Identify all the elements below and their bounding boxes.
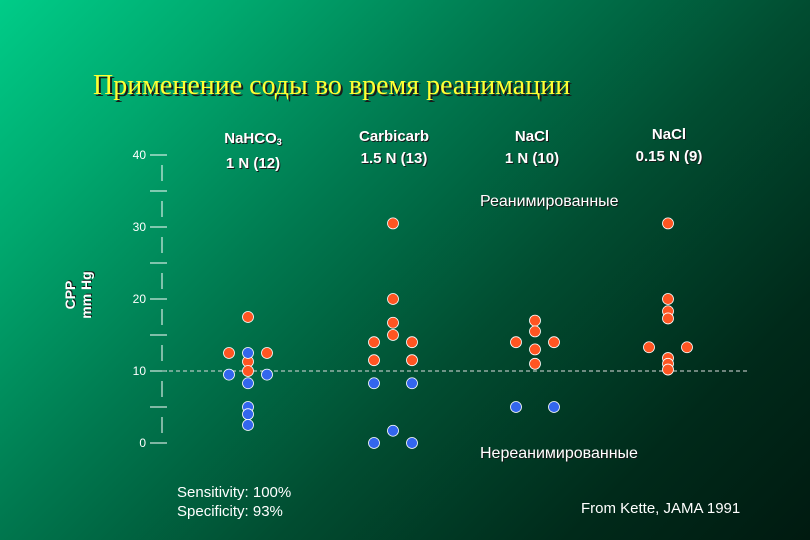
resuscitated-point	[529, 343, 541, 356]
not-resuscitated-point	[406, 437, 418, 449]
resuscitated-point	[406, 354, 418, 367]
not-resuscitated-point	[242, 377, 254, 390]
y-tick-label: 10	[133, 364, 147, 378]
resuscitated-point	[406, 336, 418, 349]
resuscitated-point	[223, 347, 235, 359]
not-resuscitated-point	[548, 401, 560, 413]
not-resuscitated-point	[242, 408, 254, 421]
group-dose: 0.15 N (9)	[635, 148, 703, 165]
source-citation: From Kette, JAMA 1991	[581, 500, 741, 517]
group-name: Carbicarb	[358, 128, 430, 145]
group-name: NaCl	[514, 128, 550, 145]
group-name: NaCl	[651, 126, 687, 143]
group-label-nahco3: NaHCO3 1 N (12)	[198, 128, 308, 175]
resuscitated-point	[261, 347, 273, 359]
resuscitated-point	[529, 314, 541, 327]
slide-title: Применение соды во время реанимации	[93, 70, 571, 101]
group-dose: 1.5 N (13)	[360, 150, 428, 167]
region-label-resuscitated: Реанимированные	[480, 193, 619, 210]
not-resuscitated-point	[223, 368, 235, 381]
resuscitated-point	[387, 316, 399, 329]
resuscitated-point	[242, 311, 254, 323]
group-name: NaHCO3	[224, 130, 282, 147]
not-resuscitated-point	[368, 377, 380, 390]
y-tick-label: 30	[133, 220, 147, 234]
resuscitated-point	[387, 293, 399, 305]
not-resuscitated-point	[261, 368, 273, 381]
resuscitated-point	[368, 336, 380, 349]
resuscitated-point	[681, 341, 693, 354]
group-label-nacl-1n: NaCl 1 N (10)	[477, 126, 587, 170]
resuscitated-point	[662, 312, 674, 325]
sensitivity-text: Sensitivity: 100%	[177, 484, 292, 501]
resuscitated-point	[387, 217, 399, 230]
resuscitated-point	[548, 336, 560, 349]
resuscitated-point	[510, 336, 522, 349]
resuscitated-point	[529, 357, 541, 370]
group-dose: 1 N (10)	[504, 150, 560, 167]
resuscitated-point	[368, 354, 380, 367]
resuscitated-point	[387, 329, 399, 341]
resuscitated-point	[242, 365, 254, 377]
not-resuscitated-point	[510, 401, 522, 413]
group-label-nacl-015n: NaCl 0.15 N (9)	[614, 124, 724, 168]
specificity-text: Specificity: 93%	[177, 503, 283, 520]
resuscitated-point	[662, 293, 674, 305]
group-dose: 1 N (12)	[225, 155, 281, 172]
resuscitated-point	[529, 325, 541, 338]
stats-block: Sensitivity: 100% Specificity: 93%	[177, 483, 291, 521]
region-label-not-resuscitated: Нереанимированные	[480, 445, 638, 462]
not-resuscitated-point	[406, 377, 418, 390]
y-tick-label: 0	[139, 436, 146, 450]
y-tick-label: 40	[133, 148, 147, 162]
resuscitated-point	[662, 217, 674, 230]
group-label-carbicarb: Carbicarb 1.5 N (13)	[339, 126, 449, 170]
not-resuscitated-point	[368, 437, 380, 449]
not-resuscitated-point	[242, 419, 254, 431]
not-resuscitated-point	[242, 347, 254, 359]
resuscitated-point	[643, 341, 655, 354]
not-resuscitated-point	[387, 424, 399, 437]
y-tick-label: 20	[133, 292, 147, 306]
resuscitated-point	[662, 363, 674, 376]
